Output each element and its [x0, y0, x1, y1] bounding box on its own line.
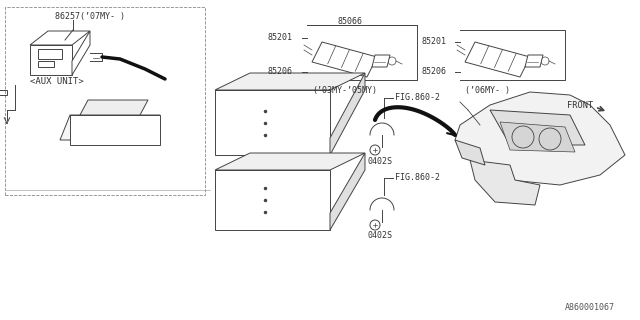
Polygon shape [215, 153, 365, 170]
Polygon shape [80, 100, 148, 115]
Text: 85206: 85206 [267, 68, 292, 76]
Polygon shape [455, 92, 625, 185]
Polygon shape [215, 170, 330, 230]
Polygon shape [525, 55, 543, 67]
Text: 85066: 85066 [337, 18, 362, 27]
Text: 85201: 85201 [267, 34, 292, 43]
Text: 85206: 85206 [422, 68, 447, 76]
Polygon shape [470, 160, 540, 205]
Text: (’03MY-’05MY): (’03MY-’05MY) [312, 85, 377, 94]
Polygon shape [215, 90, 330, 155]
Text: A860001067: A860001067 [565, 303, 615, 313]
Text: <AUX UNIT>: <AUX UNIT> [30, 77, 84, 86]
Text: (’06MY- ): (’06MY- ) [465, 85, 510, 94]
Text: FIG.860-2: FIG.860-2 [395, 93, 440, 102]
Text: 85201: 85201 [422, 37, 447, 46]
Polygon shape [330, 153, 365, 230]
Text: FRONT: FRONT [567, 100, 593, 109]
Polygon shape [30, 45, 72, 75]
Polygon shape [465, 42, 530, 77]
Polygon shape [70, 115, 160, 145]
Polygon shape [60, 115, 160, 140]
Bar [5, 7, 205, 195]
Polygon shape [30, 31, 90, 45]
Polygon shape [490, 110, 585, 145]
Polygon shape [312, 42, 377, 77]
Polygon shape [455, 140, 485, 165]
Polygon shape [72, 31, 90, 75]
Text: FIG.860-2: FIG.860-2 [395, 173, 440, 182]
Polygon shape [500, 122, 575, 152]
Polygon shape [330, 73, 365, 155]
Text: 86257(’07MY- ): 86257(’07MY- ) [55, 12, 125, 21]
Text: 0402S: 0402S [368, 231, 393, 241]
Polygon shape [372, 55, 390, 67]
Polygon shape [215, 73, 365, 90]
Text: 0402S: 0402S [368, 156, 393, 165]
